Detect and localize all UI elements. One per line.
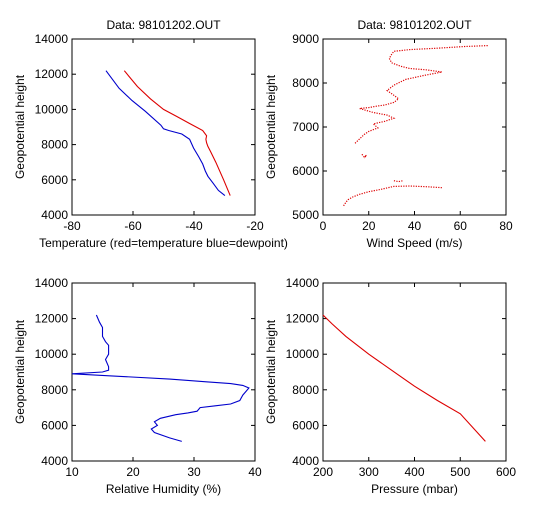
x-axis-label: Temperature (red=temperature blue=dewpoi… [39, 236, 288, 250]
x-axis-label: Relative Humidity (%) [106, 482, 221, 496]
series-line-1 [123, 70, 231, 196]
y-tick-label: 4000 [41, 208, 68, 222]
y-tick-label: 7000 [292, 120, 319, 134]
x-tick-label: -60 [124, 219, 142, 233]
y-axis-label: Geopotential height [264, 74, 278, 179]
subplot-1: -80 -60 -40 -20 4000 6000 8000 10000 12000 14000 D… [13, 18, 288, 250]
chart-title: Data: 98101202.OUT [357, 18, 472, 32]
x-tick-label: 300 [359, 465, 379, 479]
y-tick-label: 8000 [292, 76, 319, 90]
x-tick-label: 20 [362, 219, 376, 233]
series-line-1 [71, 314, 250, 442]
y-tick-label: 14000 [35, 276, 69, 290]
chart-title: Data: 98101202.OUT [106, 18, 221, 32]
y-tick-label: 10000 [35, 102, 69, 116]
y-axis-label: Geopotential height [13, 319, 27, 424]
x-tick-label: -20 [246, 219, 264, 233]
x-axis-label: Wind Speed (m/s) [366, 236, 462, 250]
x-tick-label: 0 [320, 219, 327, 233]
y-tick-label: 10000 [35, 347, 69, 361]
x-axis-label: Pressure (mbar) [371, 482, 458, 496]
y-tick-label: 10000 [286, 347, 320, 361]
series-line-1-segment-1 [354, 45, 488, 144]
x-tick-label: 60 [454, 219, 468, 233]
subplot-3: 10 20 30 40 4000 6000 8000 10000 12000 14000 Relat… [13, 276, 262, 496]
subplot-4: 200 300 400 500 600 4000 6000 8000 10000 12000 140… [264, 276, 516, 496]
y-tick-label: 12000 [286, 312, 320, 326]
x-tick-label: 400 [404, 465, 424, 479]
y-tick-label: 12000 [35, 312, 69, 326]
y-tick-label: 14000 [286, 276, 320, 290]
series-line-1-segment-2 [361, 153, 367, 159]
plot-frame [322, 38, 507, 216]
y-tick-label: 6000 [292, 418, 319, 432]
subplot-2: 0 20 40 60 80 5000 6000 7000 8000 9000 Data: 98101… [264, 18, 513, 250]
x-tick-label: 40 [408, 219, 422, 233]
x-tick-label: -80 [63, 219, 81, 233]
series-line-1-segment-3 [393, 180, 404, 183]
y-axis-label: Geopotential height [13, 74, 27, 179]
x-tick-label: 600 [496, 465, 516, 479]
y-tick-label: 4000 [292, 454, 319, 468]
y-tick-label: 8000 [41, 138, 68, 152]
x-tick-label: 40 [248, 465, 262, 479]
plot-frame [71, 282, 256, 462]
x-tick-label: -40 [185, 219, 203, 233]
x-tick-label: 80 [499, 219, 513, 233]
series-line-1-segment-4 [343, 185, 442, 207]
plot-frame [71, 38, 256, 216]
y-tick-label: 4000 [41, 454, 68, 468]
x-tick-label: 200 [313, 465, 333, 479]
series-line-2 [105, 70, 226, 197]
x-tick-label: 20 [126, 465, 140, 479]
y-axis-label: Geopotential height [264, 319, 278, 424]
y-tick-label: 5000 [292, 208, 319, 222]
y-tick-label: 6000 [41, 418, 68, 432]
y-tick-label: 6000 [292, 164, 319, 178]
series-line-1 [322, 314, 486, 442]
y-tick-label: 12000 [35, 67, 69, 81]
y-tick-label: 8000 [292, 383, 319, 397]
x-tick-label: 10 [65, 465, 79, 479]
y-tick-label: 14000 [35, 32, 69, 46]
x-tick-label: 30 [187, 465, 201, 479]
y-tick-label: 6000 [41, 173, 68, 187]
y-tick-label: 8000 [41, 383, 68, 397]
y-tick-label: 9000 [292, 32, 319, 46]
x-tick-label: 500 [450, 465, 470, 479]
